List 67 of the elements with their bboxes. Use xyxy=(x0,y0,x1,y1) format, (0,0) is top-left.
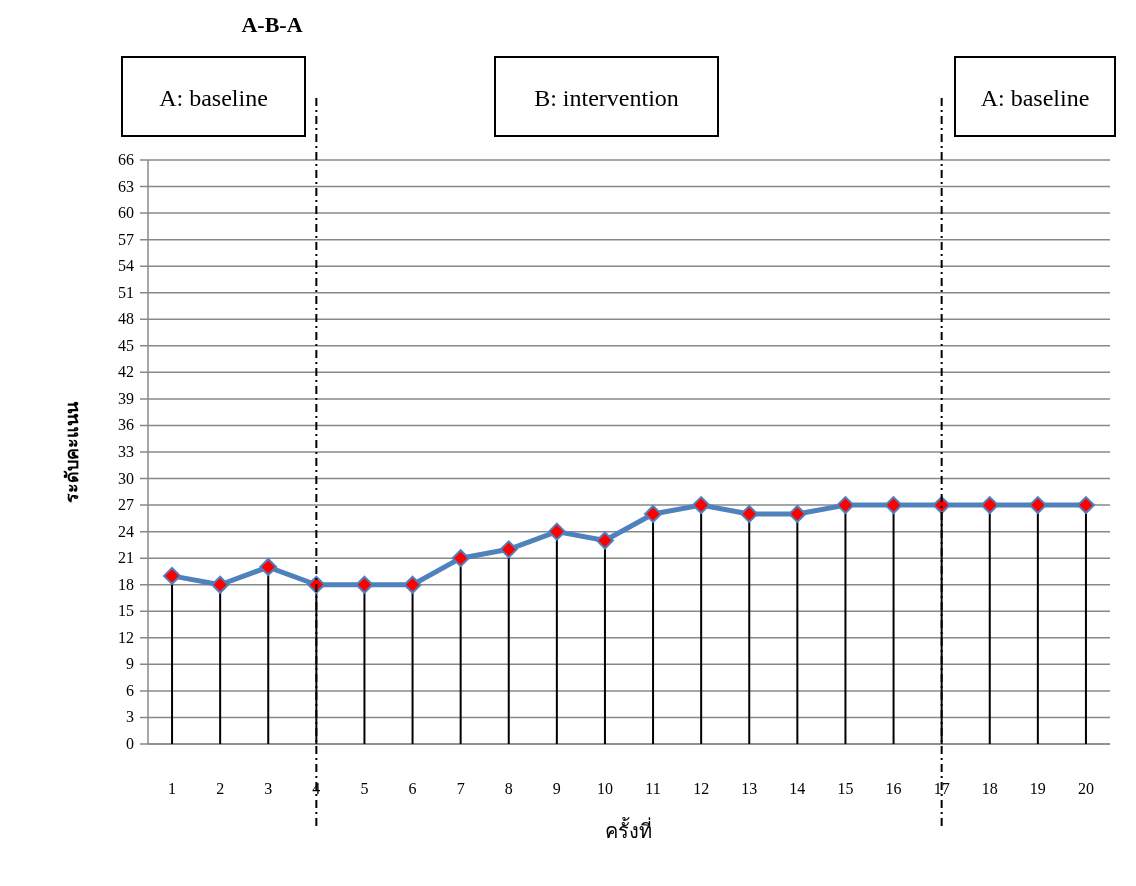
annotation: B: intervention xyxy=(494,56,719,137)
x-tick-label: 8 xyxy=(504,780,513,797)
point xyxy=(163,566,182,585)
y-tick-label: 51 xyxy=(118,283,134,301)
y-tick-label: 33 xyxy=(118,443,134,460)
x-tick-label: 7 xyxy=(456,780,465,797)
x-tick-label: 1 xyxy=(168,780,177,797)
point xyxy=(355,575,374,594)
point xyxy=(403,575,422,594)
x-tick-label: 13 xyxy=(741,780,758,797)
x-tick-label: 17 xyxy=(933,780,950,797)
y-tick-label: 27 xyxy=(118,496,134,514)
point xyxy=(740,504,759,523)
y-tick-label: 30 xyxy=(118,469,134,487)
y-axis-title: ระดับคะแนน xyxy=(62,400,82,503)
annotation: A: baseline xyxy=(121,56,306,137)
x-tick-label: 12 xyxy=(693,780,710,797)
point xyxy=(1028,496,1047,515)
point xyxy=(547,522,566,541)
x-tick-label: 3 xyxy=(264,780,273,797)
point xyxy=(836,496,855,515)
x-tick-label: 19 xyxy=(1029,780,1046,797)
y-tick-label: 39 xyxy=(118,389,134,407)
y-tick-label: 57 xyxy=(118,230,134,248)
x-tick-label: 20 xyxy=(1077,780,1094,797)
y-tick-label: 42 xyxy=(118,363,134,381)
x-tick-label: 2 xyxy=(216,780,225,797)
chart-title: A-B-A xyxy=(241,12,303,37)
point xyxy=(692,496,711,515)
y-tick-label: 63 xyxy=(118,177,134,195)
point xyxy=(980,496,999,515)
point xyxy=(211,575,230,594)
x-tick-label: 10 xyxy=(596,780,613,797)
y-tick-label: 18 xyxy=(118,575,134,593)
point xyxy=(595,531,614,550)
x-tick-label: 5 xyxy=(360,780,369,797)
y-tick-label: 45 xyxy=(118,336,134,354)
x-tick-label: 4 xyxy=(312,780,321,797)
y-tick-label: 24 xyxy=(118,522,134,540)
y-tick-label: 9 xyxy=(126,655,134,673)
x-axis-title: ครั้งที่ xyxy=(604,817,652,842)
y-tick-label: 48 xyxy=(118,310,134,328)
annotation: A: baseline xyxy=(954,56,1116,137)
x-tick-label: 18 xyxy=(981,780,998,797)
x-tick-label: 6 xyxy=(408,780,417,797)
point xyxy=(451,549,470,568)
point xyxy=(259,558,278,577)
y-tick-label: 3 xyxy=(126,708,134,726)
y-tick-label: 6 xyxy=(126,681,134,699)
y-tick-label: 12 xyxy=(118,628,134,646)
y-tick-label: 21 xyxy=(118,549,134,567)
point xyxy=(499,540,518,559)
y-tick-label: 66 xyxy=(118,151,134,168)
y-tick-label: 0 xyxy=(126,735,134,752)
point xyxy=(788,504,807,523)
y-tick-label: 60 xyxy=(118,204,134,222)
x-tick-label: 16 xyxy=(885,780,902,797)
point xyxy=(644,504,663,523)
point xyxy=(884,496,903,515)
point xyxy=(1076,496,1095,515)
x-tick-label: 9 xyxy=(552,780,561,797)
x-tick-label: 11 xyxy=(645,780,661,797)
x-tick-label: 14 xyxy=(789,780,806,797)
y-tick-label: 36 xyxy=(118,416,134,434)
y-tick-label: 54 xyxy=(118,257,134,275)
y-tick-label: 15 xyxy=(118,602,134,620)
x-tick-label: 15 xyxy=(837,780,854,797)
